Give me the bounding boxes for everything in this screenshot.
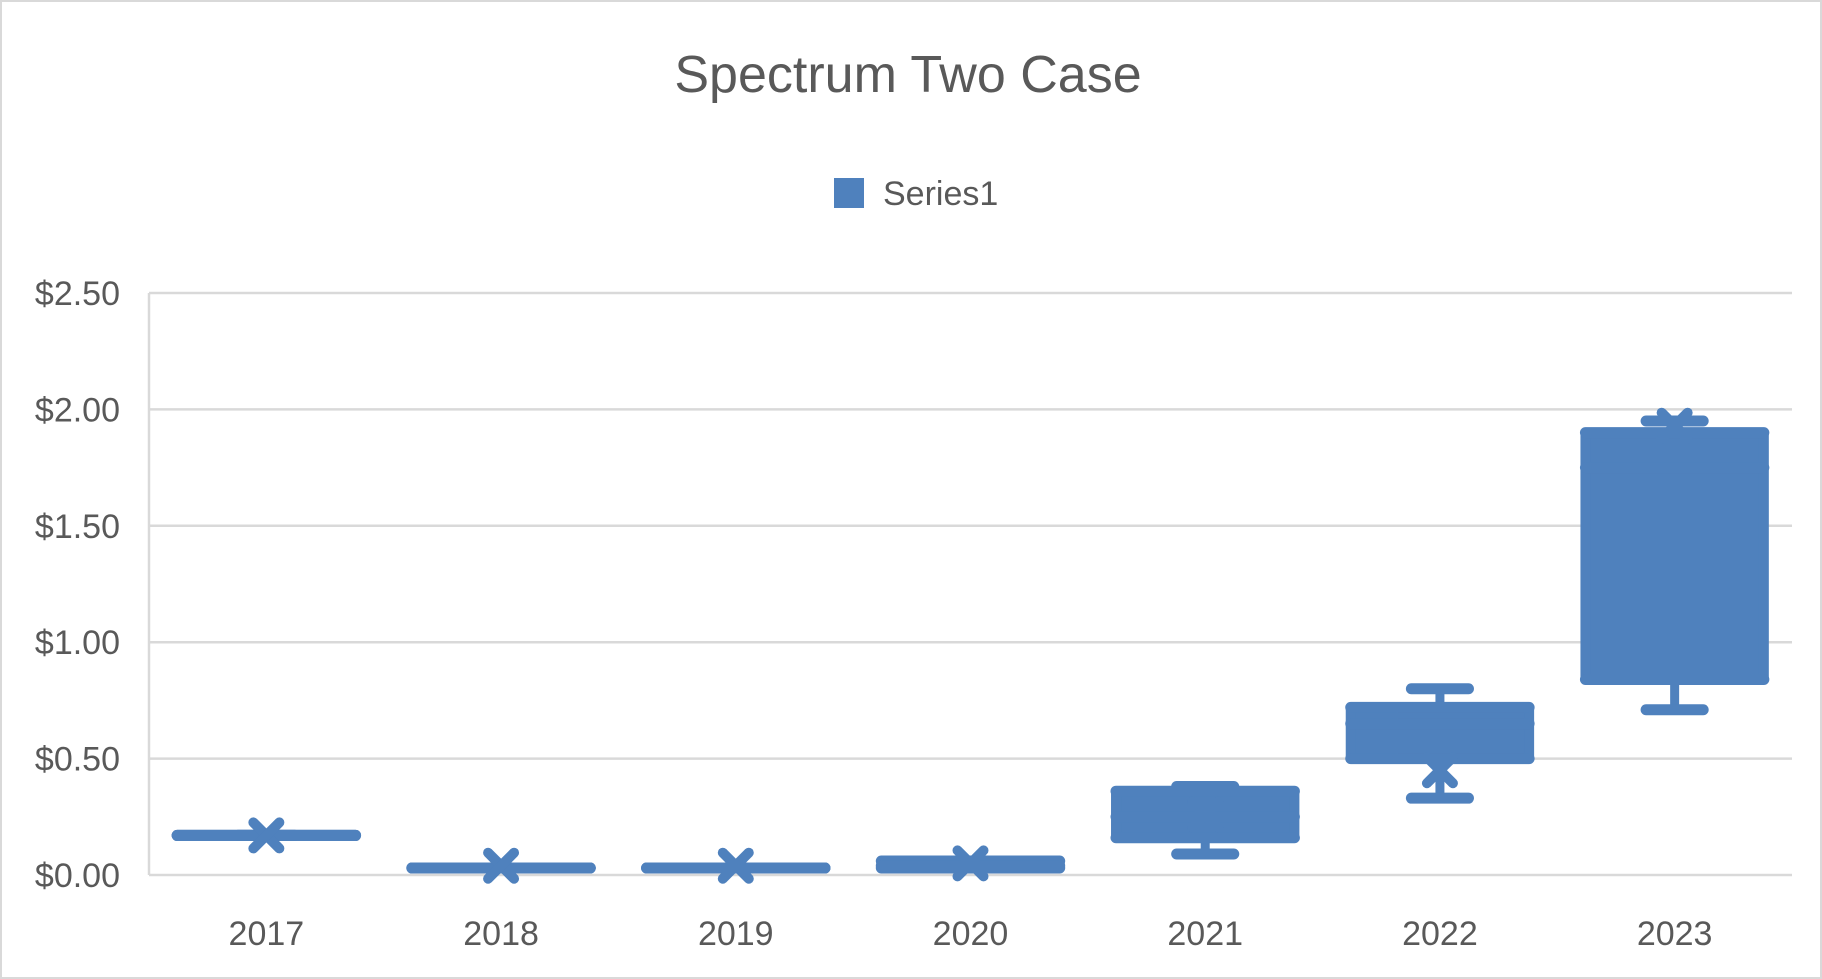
axes: $0.00 $0.50 $1.00 $1.50 $2.00 $2.50 2017 2018 20… <box>35 275 1713 953</box>
x-tick-label: 2018 <box>463 915 539 953</box>
plot-area <box>171 407 1770 884</box>
box-2020 <box>875 845 1066 882</box>
mean-marker <box>1421 752 1458 789</box>
legend-swatch <box>834 178 864 208</box>
mean-marker <box>952 845 989 882</box>
x-tick-label: 2017 <box>229 915 305 953</box>
x-tick-label: 2023 <box>1637 915 1713 953</box>
x-tick-label: 2019 <box>698 915 774 953</box>
mean-marker <box>717 847 754 884</box>
x-tick-label: 2021 <box>1167 915 1243 953</box>
box-2019 <box>641 847 831 884</box>
box-2021 <box>1110 781 1300 860</box>
x-tick-label: 2020 <box>933 915 1009 953</box>
iqr-box <box>1345 702 1535 764</box>
y-tick-label: $0.00 <box>35 857 120 895</box>
x-tick-label: 2022 <box>1402 915 1478 953</box>
box-2018 <box>406 847 596 884</box>
y-tick-label: $0.50 <box>35 741 120 779</box>
box-2022 <box>1345 683 1535 804</box>
mean-marker <box>248 817 285 854</box>
mean-marker <box>1187 796 1224 833</box>
legend-label: Series1 <box>883 175 998 213</box>
gridlines <box>149 291 1792 877</box>
legend: Series1 <box>834 175 998 213</box>
box-2017 <box>171 817 362 854</box>
chart-title: Spectrum Two Case <box>674 46 1141 104</box>
y-tick-label: $1.50 <box>35 508 120 546</box>
mean-marker <box>483 847 520 884</box>
y-tick-label: $2.50 <box>35 275 120 313</box>
mean-marker <box>1656 407 1693 444</box>
box-2023 <box>1579 407 1770 716</box>
y-tick-label: $1.00 <box>35 624 120 662</box>
y-tick-label: $2.00 <box>35 391 120 429</box>
iqr-box <box>1580 427 1769 685</box>
